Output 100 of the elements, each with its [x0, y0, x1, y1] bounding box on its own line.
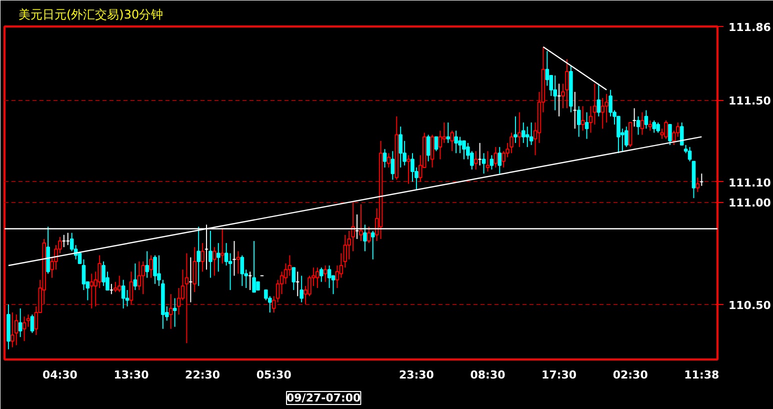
candlestick: [196, 226, 200, 286]
candlestick: [252, 240, 256, 293]
x-tick-label: 23:30: [398, 368, 434, 382]
candlestick: [300, 275, 304, 303]
candlestick: [248, 271, 252, 291]
candlestick: [386, 152, 391, 168]
candlestick: [114, 281, 118, 293]
candlestick: [66, 232, 70, 246]
candlestick: [168, 294, 173, 330]
y-tick-label: 111.50: [728, 94, 772, 108]
x-tick-label: 05:30: [256, 368, 292, 382]
candlestick: [288, 254, 292, 276]
candlestick: [648, 120, 652, 132]
candlestick: [188, 256, 193, 303]
chart-title: 美元日元(外汇交易)30分钟: [18, 8, 164, 22]
candlestick: [478, 142, 482, 166]
candlestick: [664, 120, 668, 140]
candlestick: [320, 267, 324, 282]
candlestick: [14, 314, 18, 346]
candlestick: [129, 271, 134, 305]
candlestick: [592, 83, 597, 126]
x-tick-label: 11:38: [684, 368, 720, 382]
candlestick: [529, 122, 534, 146]
candlestick: [640, 112, 644, 136]
x-tick-label: 22:30: [185, 368, 220, 382]
candlestick: [30, 314, 34, 334]
y-tick-label: 111.86: [728, 21, 772, 34]
candlestick: [482, 152, 486, 174]
candlestick: [370, 230, 375, 260]
candlestick: [149, 254, 153, 278]
candlestick: [494, 146, 498, 168]
candlestick: [518, 112, 522, 148]
candlestick: [192, 246, 197, 293]
candlestick: [656, 122, 660, 134]
candlestick: [200, 242, 204, 272]
candlestick: [462, 140, 466, 160]
candlestick: [434, 136, 438, 152]
x-tick-label: 17:30: [542, 368, 577, 382]
x-tick-label: 08:30: [470, 368, 506, 382]
candlestick: [141, 260, 146, 295]
candlestick: [90, 273, 94, 309]
x-tick-label: 13:30: [114, 368, 150, 382]
candlestick: [70, 232, 74, 252]
candlestick: [121, 279, 126, 309]
candlestick: [668, 124, 672, 146]
candlestick: [696, 177, 700, 192]
candlestick: [220, 228, 224, 264]
candlestick: [700, 173, 704, 186]
candlestick: [454, 130, 458, 154]
candlestick: [632, 108, 636, 128]
candlestick: [514, 116, 518, 144]
candlestick: [133, 262, 138, 291]
candlestick: [624, 126, 628, 148]
candlestick: [652, 120, 656, 134]
candlestick: [172, 298, 177, 328]
candlestick: [556, 83, 562, 117]
candlestick: [367, 226, 371, 244]
candlestick: [525, 126, 530, 148]
candlestick: [102, 260, 106, 286]
candlestick: [572, 91, 577, 130]
candlestick: [117, 275, 122, 293]
candlestick: [327, 265, 332, 288]
candlestick: [390, 150, 395, 180]
candlestick: [442, 122, 446, 144]
candlestick: [232, 240, 236, 276]
candlestick: [176, 287, 181, 316]
candlestick: [382, 148, 387, 168]
candlestick: [137, 260, 142, 291]
y-tick-label: 110.50: [728, 298, 772, 312]
candlestick: [486, 150, 490, 172]
candlestick: [109, 283, 114, 295]
candlestick: [580, 106, 585, 132]
candlestick: [240, 254, 244, 286]
candlestick: [644, 110, 648, 130]
candlestick: [316, 267, 320, 288]
candlestick: [153, 254, 157, 284]
candlestick: [576, 106, 581, 138]
candlestick: [296, 271, 300, 297]
candlestick: [450, 130, 454, 152]
candlestick: [359, 204, 363, 242]
candlestick: [62, 234, 66, 248]
x-tick-label: 02:30: [612, 368, 648, 382]
x-tick-label: 04:30: [42, 368, 78, 382]
candlestick: [18, 308, 22, 338]
candlestick: [145, 250, 149, 278]
candlestick: [600, 98, 605, 130]
candlestick: [323, 265, 328, 282]
candlestick: [184, 252, 189, 344]
candlestick: [398, 126, 402, 168]
candlestick: [553, 75, 557, 111]
candlestick: [510, 132, 514, 154]
candlestick: [545, 50, 550, 86]
candlestick: [363, 224, 367, 252]
candlestick: [565, 58, 569, 109]
candlestick: [292, 267, 296, 291]
candlestick: [584, 112, 589, 140]
candlestick: [628, 122, 632, 148]
candlestick: [522, 122, 526, 144]
candlestick: [498, 146, 502, 174]
y-tick-label: 111.10: [728, 176, 772, 190]
